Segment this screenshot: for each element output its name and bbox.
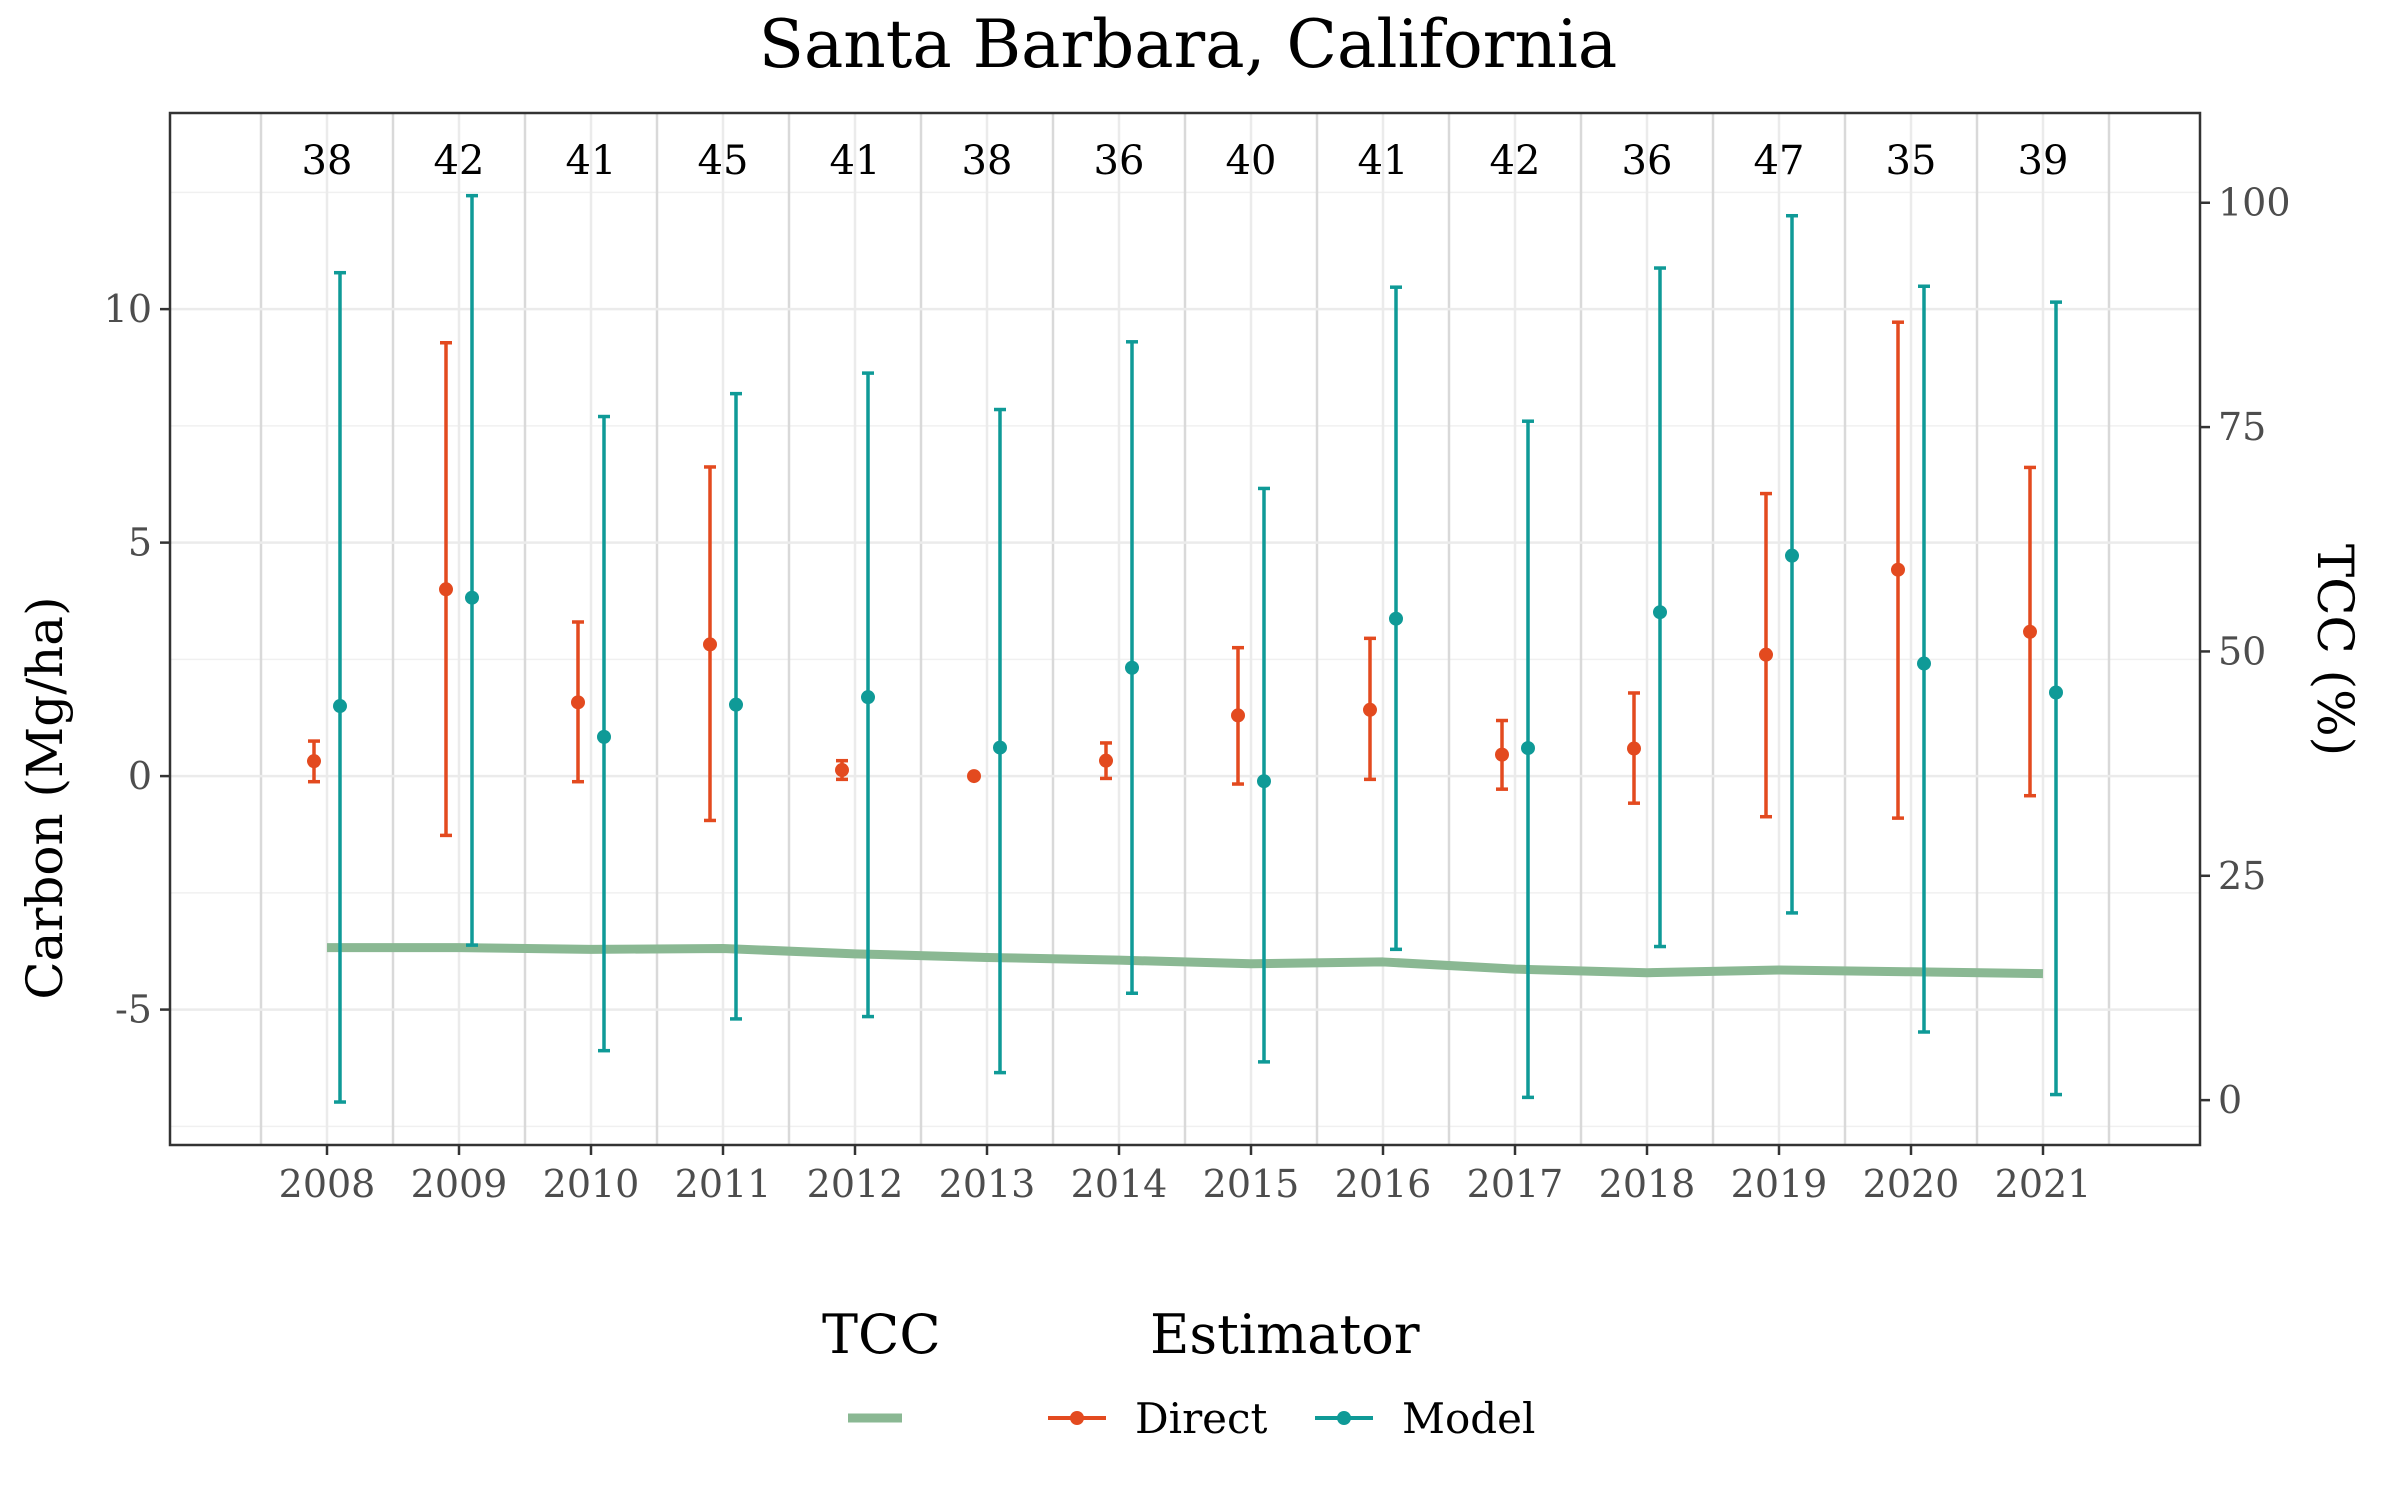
direct-point: [1495, 747, 1509, 762]
model-point: [1917, 656, 1931, 671]
plot-border: [168, 111, 2202, 1147]
y2-axis-title: TCC (%): [2306, 544, 2364, 756]
model-point: [993, 740, 1007, 755]
sample-size-label: 36: [1622, 138, 1673, 184]
x-tick-label: 2014: [1071, 1162, 1168, 1206]
sample-size-label: 41: [566, 138, 617, 184]
sample-size-label: 41: [830, 138, 881, 184]
tcc-line: [327, 943, 2044, 979]
y-tick-label: 10: [104, 287, 152, 331]
y2-tick-label: 25: [2218, 854, 2266, 898]
model-point: [1389, 611, 1403, 626]
direct-point: [835, 763, 849, 778]
x-tick-label: 2012: [807, 1162, 904, 1206]
model-point: [1785, 548, 1799, 563]
sample-size-label: 40: [1226, 138, 1277, 184]
sample-size-label: 38: [962, 138, 1013, 184]
x-tick-label: 2016: [1335, 1162, 1432, 1206]
x-tick-label: 2019: [1731, 1162, 1828, 1206]
x-tick-label: 2021: [1995, 1162, 2092, 1206]
plot-panel: [170, 113, 2200, 1145]
y-tick-label: 5: [128, 521, 152, 565]
model-point: [1257, 774, 1271, 789]
sample-size-labels: 38 42 41 45 41 38 36 40 41 42 36 47 35 39: [302, 138, 2069, 184]
model-point: [1653, 605, 1667, 620]
legend-title-estimator: Estimator: [1150, 1303, 1420, 1366]
model-point: [729, 697, 743, 712]
x-tick-label: 2020: [1863, 1162, 1960, 1206]
sample-size-label: 38: [302, 138, 353, 184]
tcc-series: [327, 943, 2044, 979]
legend: TCC Estimator Direct Model: [822, 1303, 1535, 1443]
direct-point: [571, 695, 585, 710]
direct-point: [1627, 741, 1641, 756]
legend-key-direct: [1048, 1411, 1106, 1425]
chart-title: Santa Barbara, California: [759, 6, 1618, 83]
model-point: [2049, 685, 2063, 700]
model-point: [1125, 660, 1139, 675]
sample-size-label: 45: [698, 138, 749, 184]
x-tick-label: 2017: [1467, 1162, 1564, 1206]
sample-size-label: 41: [1358, 138, 1409, 184]
direct-point: [703, 637, 717, 652]
direct-point: [439, 582, 453, 597]
x-tick-label: 2010: [543, 1162, 640, 1206]
direct-series: [307, 320, 2037, 838]
sample-size-label: 36: [1094, 138, 1145, 184]
y2-tick-label: 50: [2218, 629, 2266, 673]
model-series: [333, 193, 2063, 1104]
legend-key-model: [1315, 1411, 1373, 1425]
y-axis-title: Carbon (Mg/ha): [16, 596, 74, 999]
direct-point: [967, 769, 981, 784]
legend-label-model: Model: [1402, 1394, 1535, 1443]
sample-size-label: 42: [434, 138, 485, 184]
direct-point: [1891, 562, 1905, 577]
x-tick-label: 2015: [1203, 1162, 1300, 1206]
model-point: [333, 699, 347, 714]
x-tick-label: 2009: [411, 1162, 508, 1206]
x-tick-label: 2018: [1599, 1162, 1696, 1206]
model-point: [1521, 741, 1535, 756]
sample-size-label: 35: [1886, 138, 1937, 184]
direct-point: [1099, 753, 1113, 768]
y2-tick-label: 0: [2218, 1078, 2242, 1122]
x-tick-label: 2013: [939, 1162, 1036, 1206]
model-point: [597, 729, 611, 744]
direct-point: [2023, 624, 2037, 639]
direct-point: [307, 754, 321, 769]
model-point: [861, 690, 875, 705]
y2-tick-label: 75: [2218, 405, 2266, 449]
model-point: [465, 590, 479, 605]
sample-size-label: 39: [2018, 138, 2069, 184]
y-tick-label: 0: [128, 754, 152, 798]
y-tick-label: -5: [115, 988, 152, 1032]
y2-tick-label: 100: [2218, 181, 2291, 225]
x-tick-label: 2011: [675, 1162, 772, 1206]
sample-size-label: 42: [1490, 138, 1541, 184]
legend-title-tcc: TCC: [822, 1303, 941, 1366]
direct-point: [1363, 702, 1377, 717]
x-tick-label: 2008: [279, 1162, 376, 1206]
direct-point: [1759, 647, 1773, 662]
legend-label-direct: Direct: [1135, 1394, 1268, 1443]
panel-border: [168, 111, 2202, 1147]
direct-point: [1231, 708, 1245, 723]
sample-size-label: 47: [1754, 138, 1805, 184]
